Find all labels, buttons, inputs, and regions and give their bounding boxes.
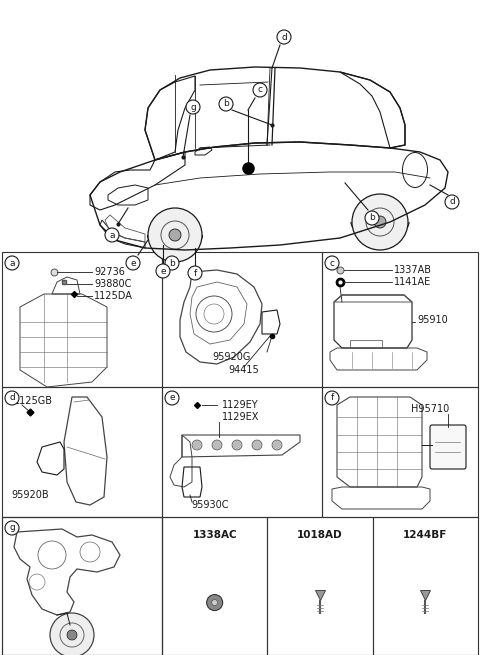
Circle shape <box>165 391 179 405</box>
Text: 95920G: 95920G <box>213 352 251 362</box>
Text: b: b <box>169 259 175 267</box>
FancyBboxPatch shape <box>430 425 466 469</box>
Text: f: f <box>330 394 334 403</box>
Text: e: e <box>169 394 175 403</box>
Circle shape <box>156 264 170 278</box>
Bar <box>322 252 478 387</box>
Text: e: e <box>160 267 166 276</box>
Text: g: g <box>190 102 196 111</box>
Circle shape <box>272 440 282 450</box>
Circle shape <box>277 30 291 44</box>
Text: 1018AD: 1018AD <box>297 530 343 540</box>
Circle shape <box>169 229 181 241</box>
Bar <box>2 252 162 387</box>
Circle shape <box>252 440 262 450</box>
Circle shape <box>105 228 119 242</box>
Bar <box>162 252 322 387</box>
Circle shape <box>445 195 459 209</box>
Text: 1125DA: 1125DA <box>94 291 133 301</box>
Circle shape <box>325 391 339 405</box>
Text: 1337AB: 1337AB <box>394 265 432 275</box>
Bar <box>162 387 322 517</box>
Circle shape <box>148 208 202 262</box>
Text: H95710: H95710 <box>411 404 449 414</box>
Circle shape <box>50 613 94 655</box>
Text: d: d <box>9 394 15 403</box>
Text: 1244BF: 1244BF <box>403 530 447 540</box>
Circle shape <box>5 521 19 535</box>
Text: 1129EY: 1129EY <box>222 400 259 410</box>
Circle shape <box>207 595 223 610</box>
Text: d: d <box>281 33 287 41</box>
Text: 93880C: 93880C <box>94 279 132 289</box>
Circle shape <box>365 211 379 225</box>
Circle shape <box>219 97 233 111</box>
Text: e: e <box>130 259 136 267</box>
Circle shape <box>212 440 222 450</box>
Text: 1125GB: 1125GB <box>14 396 53 406</box>
Bar <box>2 387 162 517</box>
Circle shape <box>212 599 217 606</box>
Circle shape <box>5 391 19 405</box>
Bar <box>162 517 267 655</box>
Text: a: a <box>9 259 15 267</box>
Text: 94415: 94415 <box>228 365 259 375</box>
Circle shape <box>325 256 339 270</box>
Circle shape <box>374 216 386 228</box>
Circle shape <box>188 266 202 280</box>
Text: d: d <box>449 198 455 206</box>
Text: 1141AE: 1141AE <box>394 277 431 287</box>
Text: c: c <box>257 86 263 94</box>
Circle shape <box>232 440 242 450</box>
Bar <box>372 517 478 655</box>
Bar <box>267 517 372 655</box>
Text: 1338AC: 1338AC <box>192 530 237 540</box>
Text: b: b <box>223 100 229 109</box>
Text: 95930C: 95930C <box>191 500 229 510</box>
Circle shape <box>192 440 202 450</box>
Circle shape <box>352 194 408 250</box>
Text: 92736: 92736 <box>94 267 125 277</box>
Text: g: g <box>9 523 15 533</box>
Text: 1129EX: 1129EX <box>222 412 259 422</box>
Circle shape <box>5 256 19 270</box>
Text: 95910: 95910 <box>417 315 448 325</box>
Bar <box>2 517 162 655</box>
Bar <box>322 387 478 517</box>
Bar <box>2 517 162 655</box>
Text: b: b <box>369 214 375 223</box>
Text: 95920B: 95920B <box>11 490 49 500</box>
Text: c: c <box>329 259 335 267</box>
Circle shape <box>253 83 267 97</box>
Text: f: f <box>193 269 197 278</box>
Circle shape <box>126 256 140 270</box>
Circle shape <box>67 630 77 640</box>
Circle shape <box>186 100 200 114</box>
Circle shape <box>165 256 179 270</box>
Text: a: a <box>109 231 115 240</box>
